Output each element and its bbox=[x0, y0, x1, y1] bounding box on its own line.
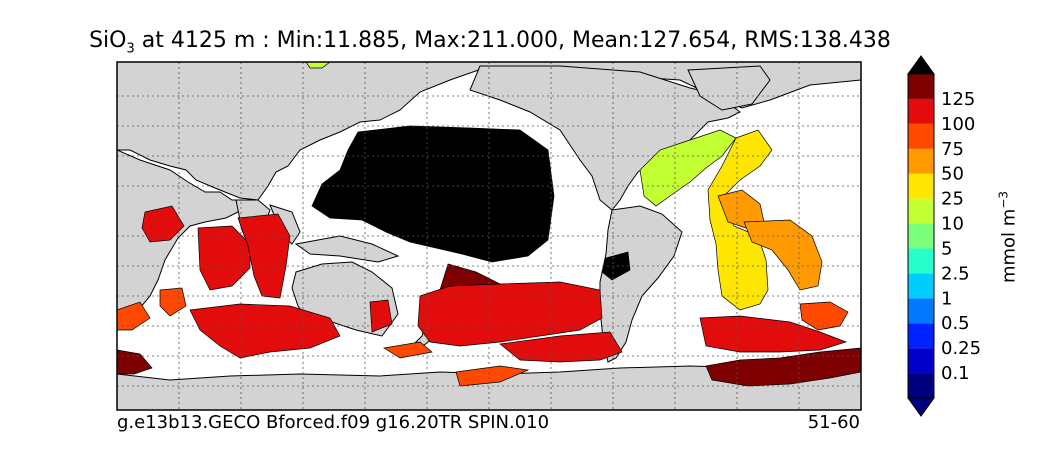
colorbar-tick-label: 1 bbox=[941, 288, 952, 309]
field-south-atlantic-75 bbox=[799, 301, 849, 331]
field-southern-ocean-100 bbox=[499, 331, 623, 363]
map-panel bbox=[117, 62, 861, 410]
plot-title: SiO3 at 4125 m : Min:11.885, Max:211.000… bbox=[89, 28, 891, 57]
colorbar-outline bbox=[907, 73, 935, 399]
field-south-indian-100 bbox=[189, 303, 341, 359]
colorbar-tick-label: 125 bbox=[941, 89, 975, 110]
colorbar-segment bbox=[908, 223, 934, 249]
field-southern-ocean-75 bbox=[455, 365, 530, 387]
land-greenland bbox=[687, 65, 771, 111]
field-southwest-125 bbox=[117, 349, 153, 375]
land-southamerica bbox=[599, 205, 683, 363]
field-pacific-over bbox=[311, 125, 555, 263]
field-atlantic-25 bbox=[707, 129, 773, 311]
map-frame bbox=[116, 61, 862, 411]
field-south-pacific-100 bbox=[417, 281, 603, 347]
colorbar-segment bbox=[908, 123, 934, 149]
colorbar-segment bbox=[908, 373, 934, 398]
years-label: 51-60 bbox=[807, 412, 860, 433]
colorbar-tick-label: 100 bbox=[941, 114, 975, 135]
colorbar-tick-label: 25 bbox=[941, 189, 964, 210]
colorbar-over-arrow bbox=[907, 55, 935, 75]
colorbar-tick-label: 50 bbox=[941, 164, 964, 185]
field-tasman-75 bbox=[383, 341, 433, 359]
colorbar-under-arrow bbox=[907, 397, 935, 417]
colorbar-tick-label: 5 bbox=[941, 238, 952, 259]
colorbar-tick-label: 0.5 bbox=[941, 313, 970, 334]
field-indian-east-100 bbox=[369, 299, 393, 333]
field-madagascar-100 bbox=[141, 205, 185, 243]
field-south-indian-75 bbox=[159, 287, 187, 317]
land-indonesia bbox=[294, 235, 400, 263]
field-weddell-125 bbox=[705, 347, 861, 387]
colorbar-segment bbox=[908, 173, 934, 199]
graticule bbox=[117, 62, 861, 410]
colorbar-segment bbox=[908, 298, 934, 324]
field-west-75 bbox=[117, 301, 151, 331]
colorbar-segment bbox=[908, 98, 934, 124]
colorbar-segment bbox=[908, 248, 934, 274]
colorbar-tick-label: 2.5 bbox=[941, 263, 970, 284]
colorbar-tick-label: 0.25 bbox=[941, 338, 981, 359]
field-arctic-10 bbox=[305, 62, 331, 69]
field-southeast-pacific-over bbox=[601, 251, 631, 281]
field-north-atlantic-10 bbox=[639, 129, 737, 207]
colorbar-tick-label: 75 bbox=[941, 139, 964, 160]
field-indian-100-b bbox=[237, 213, 291, 299]
concentration-layer bbox=[117, 62, 861, 387]
colorbar-tick-label: 0.1 bbox=[941, 363, 970, 384]
field-south-atlantic-100 bbox=[699, 315, 848, 353]
colorbar-segment bbox=[908, 148, 934, 174]
field-south-atlantic-50 bbox=[743, 219, 823, 291]
colorbar: 0.1 0.25 0.5 1 2.5 5 10 25 50 75 100 125 bbox=[907, 55, 981, 417]
colorbar-segment bbox=[908, 273, 934, 299]
colorbar-units-label: mmol m−3 bbox=[996, 190, 1020, 284]
colorbar-tick-label: 10 bbox=[941, 214, 964, 235]
run-name-label: g.e13b13.GECO Bforced.f09 g16.20TR SPIN.… bbox=[117, 412, 550, 433]
colorbar-segment bbox=[908, 198, 934, 224]
colorbar-segment bbox=[908, 74, 934, 99]
colorbar-segment bbox=[908, 348, 934, 374]
colorbar-segment bbox=[908, 323, 934, 349]
